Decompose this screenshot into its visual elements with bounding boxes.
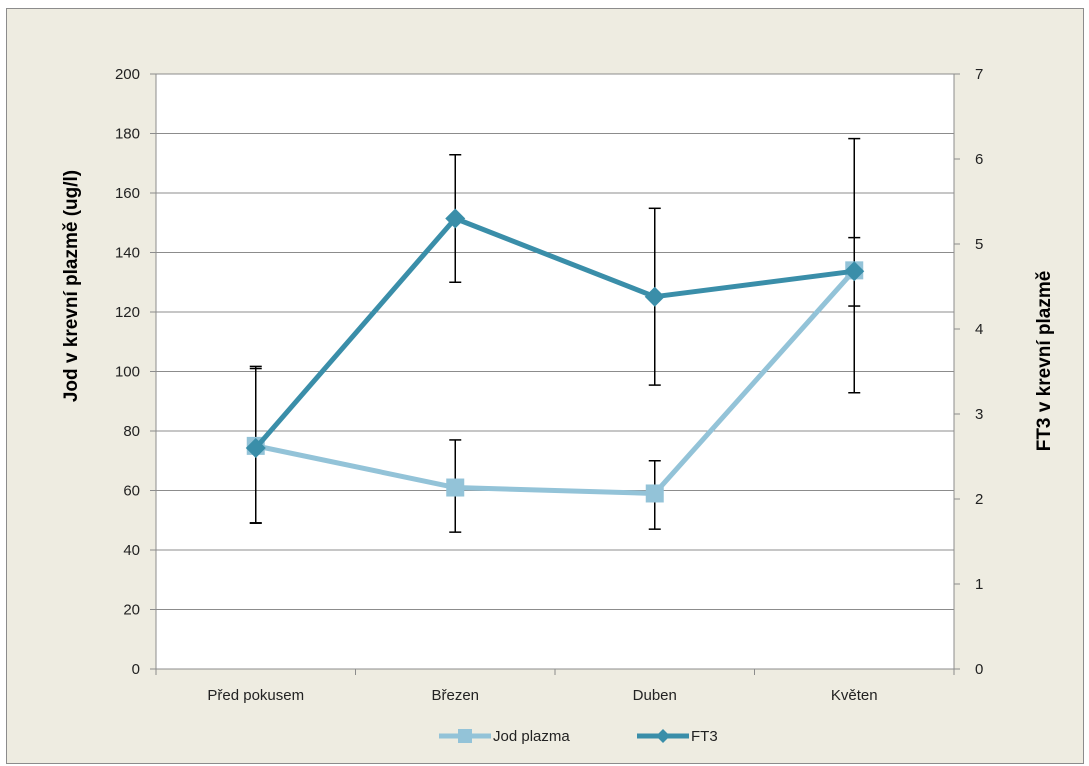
- y2-tick-label: 3: [975, 406, 983, 423]
- axes: [150, 73, 960, 675]
- y2-tick-label: 6: [975, 151, 983, 168]
- chart-frame: 0 20 40 60 80 100 120 140 160 180 200 0 1 2 3 4 5 6 7 Před …: [6, 8, 1084, 764]
- y2-tick-label: 5: [975, 236, 983, 253]
- y-tick-label: 120: [115, 304, 140, 321]
- tick-labels: 0 20 40 60 80 100 120 140 160 180 200 0 1 2 3 4 5 6 7 Před …: [115, 66, 983, 704]
- x-tick-label: Před pokusem: [207, 687, 304, 704]
- y-tick-label: 40: [123, 542, 140, 559]
- data-point-square: [645, 484, 664, 503]
- y2-tick-label: 2: [975, 491, 983, 508]
- data-point-diamond: [445, 208, 466, 229]
- legend-marker: [458, 729, 472, 743]
- gridlines: [156, 73, 954, 669]
- y-tick-label: 180: [115, 126, 140, 143]
- y2-tick-label: 7: [975, 66, 983, 83]
- y2-tick-label: 4: [975, 321, 983, 338]
- y-axis-title: Jod v krevní plazmě (ug/l): [61, 170, 82, 402]
- x-tick-label: Duben: [633, 687, 677, 704]
- y2-tick-label: 1: [975, 576, 983, 593]
- x-tick-label: Březen: [431, 687, 479, 704]
- y-tick-label: 100: [115, 364, 140, 381]
- y-tick-label: 20: [123, 602, 140, 619]
- data-point-square: [446, 478, 465, 497]
- y2-tick-label: 0: [975, 661, 983, 678]
- legend-label: FT3: [691, 728, 718, 745]
- data-point-diamond: [644, 286, 665, 307]
- legend-label: Jod plazma: [493, 728, 570, 745]
- x-tick-label: Květen: [831, 687, 878, 704]
- legend-marker: [656, 729, 670, 743]
- data-point-diamond: [245, 438, 266, 458]
- series-lines: [245, 208, 865, 503]
- series-line: [255, 268, 857, 496]
- series-line: [253, 216, 855, 450]
- y-tick-label: 60: [123, 483, 140, 500]
- y-tick-label: 140: [115, 245, 140, 262]
- legend-item: Jod plazma: [439, 728, 570, 745]
- chart-svg: 0 20 40 60 80 100 120 140 160 180 200 0 1 2 3 4 5 6 7 Před …: [61, 66, 1055, 745]
- data-point-diamond: [844, 261, 865, 282]
- legend: Jod plazma FT3: [439, 728, 718, 745]
- y2-axis-title: FT3 v krevní plazmě: [1034, 271, 1055, 452]
- y-tick-label: 0: [132, 661, 140, 678]
- y-tick-label: 160: [115, 185, 140, 202]
- axis-titles: Jod v krevní plazmě (ug/l) FT3 v krevní …: [61, 170, 1055, 451]
- legend-item: FT3: [637, 728, 718, 745]
- y-tick-label: 80: [123, 423, 140, 440]
- y-tick-label: 200: [115, 66, 140, 83]
